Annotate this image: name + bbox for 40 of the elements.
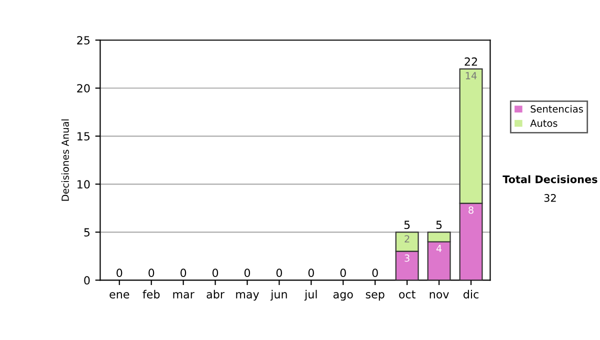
legend-label: Autos	[530, 120, 558, 127]
total-label: 0	[212, 268, 218, 278]
x-tick-label: nov	[430, 292, 449, 298]
data-label: 2	[404, 235, 410, 242]
x-tick-label: sep	[366, 292, 384, 301]
total-label: 0	[244, 268, 250, 278]
data-label: 14	[466, 72, 477, 80]
data-label: 8	[468, 206, 474, 214]
legend-label: Sentencias	[530, 105, 583, 113]
data-label: 4	[436, 244, 442, 252]
y-tick-label: 15	[78, 132, 90, 141]
y-axis-title: Decisiones Anual	[61, 119, 69, 201]
y-tick-label: 5	[84, 228, 90, 237]
total-label: 5	[404, 220, 410, 230]
y-tick-label: 10	[78, 180, 90, 189]
x-tick-label: ene	[110, 292, 130, 298]
total-label: 0	[180, 268, 186, 278]
x-tick-label: mar	[173, 292, 194, 298]
x-tick-label: dic	[464, 290, 478, 298]
x-tick-label: may	[236, 292, 260, 301]
x-tick-label: abr	[206, 290, 224, 298]
x-tick-label: feb	[142, 290, 160, 298]
x-tick-label: ago	[333, 292, 353, 301]
total-label: 0	[148, 268, 154, 278]
total-label: 0	[340, 268, 346, 278]
y-tick-label: 20	[77, 84, 90, 93]
total-label: 0	[308, 268, 314, 278]
total-label: 0	[116, 268, 122, 278]
y-tick-label: 0	[84, 276, 90, 285]
total-label: 22	[464, 57, 477, 66]
total-label: 0	[276, 268, 282, 278]
x-tick-label: jul	[304, 290, 317, 301]
text: 32	[544, 194, 556, 202]
x-tick-label: jun	[270, 290, 287, 301]
data-label: 3	[404, 254, 410, 262]
x-tick-label: oct	[399, 290, 416, 298]
total-label: 0	[372, 268, 378, 278]
y-tick-label: 25	[77, 36, 90, 44]
total-label: 5	[436, 220, 442, 230]
text: Total Decisiones	[502, 175, 598, 184]
